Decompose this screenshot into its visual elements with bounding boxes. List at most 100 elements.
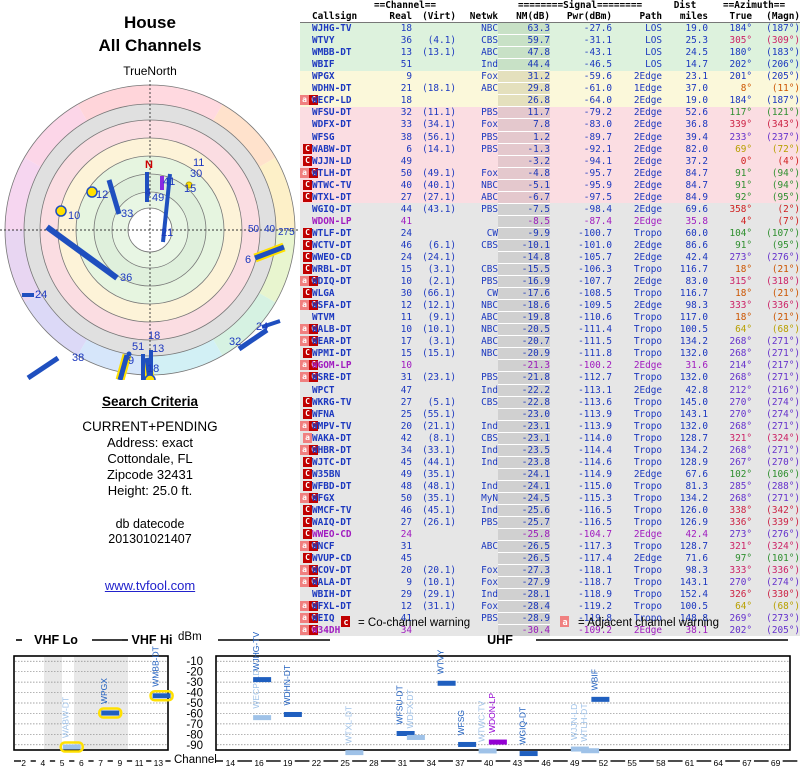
data-point-bar[interactable] <box>581 748 600 754</box>
cell-real-channel: 9 <box>378 576 412 589</box>
table-row[interactable]: C W35BN 49 (35.1) -24.1 -114.9 2Edge 67.6 102° (1… <box>300 468 800 481</box>
cell-real-channel: 25 <box>378 408 412 421</box>
cell-real-channel: 27 <box>378 516 412 529</box>
data-point-bar[interactable] <box>570 746 589 752</box>
cell-distance: 19.0 <box>662 22 709 35</box>
table-row[interactable]: aCWDIQ-DT10(2.1)PBS-16.9-107.72Edge83.03… <box>300 275 800 288</box>
table-row[interactable]: C WMCF-TV 46 (45.1) Ind -25.6 -116.5 Tropo 126.0… <box>300 504 800 517</box>
table-row[interactable]: C WPMI-DT 15 (15.1) NBC -20.9 -111.8 Tropo 132.0… <box>300 347 800 360</box>
table-row[interactable]: C WTLF-DT 24 CW -9.9 -100.7 Tropo 60.0 104° (107°… <box>300 227 800 240</box>
column-header-real[interactable]: Real <box>378 11 412 24</box>
table-row[interactable]: aCWSRE-DT31(23.1)PBS-21.8-112.7Tropo132.… <box>300 371 800 384</box>
table-row[interactable]: WMBB-DT 13 (13.1) ABC 47.8 -43.1 LOS 24.5 180° (1… <box>300 46 800 59</box>
criteria-line-3: Zipcode 32431 <box>106 467 193 482</box>
table-row[interactable]: C WRBL-DT 15 (3.1) CBS -15.5 -106.3 Tropo 116.7 1… <box>300 263 800 276</box>
data-point-bar[interactable] <box>283 711 302 717</box>
spectrum-chart-panel[interactable]: c = Co-channel warning a = Adjacent channel… <box>0 608 800 768</box>
spectrum-chart-svg[interactable]: c = Co-channel warning a = Adjacent channel… <box>0 608 800 768</box>
table-row[interactable]: a WAKA-DT 42 (8.1) CBS -23.1 -114.0 Tropo 128.7 3… <box>300 432 800 445</box>
table-row[interactable]: aCWHBR-DT34(33.1)Ind-23.5-114.4Tropo134.… <box>300 444 800 457</box>
table-row[interactable]: WGIQ-DT 44 (43.1) PBS -7.5 -98.4 2Edge 69.6 358°… <box>300 203 800 216</box>
table-row[interactable]: WDON-LP 41 -8.5 -87.4 2Edge 35.8 4° (7°) <box>300 215 800 228</box>
table-row[interactable]: C WLGA 30 (66.1) CW -17.6 -108.5 Tropo 116.7 18°(… <box>300 287 800 300</box>
tvfool-link[interactable]: www.tvfool.com <box>104 578 196 593</box>
table-row[interactable]: WBIH-DT 29 (29.1) Ind -28.1 -118.9 Tropo 152.4 3… <box>300 588 800 601</box>
table-row[interactable]: WDFX-DT 33 (34.1) Fox 7.8 -83.0 2Edge 36.8 339°(… <box>300 118 800 132</box>
table-row[interactable]: C WABW-DT 6 (14.1) PBS -1.3 -92.1 2Edge 82.0 69°(… <box>300 143 800 156</box>
table-row[interactable]: C WTXL-DT 27 (27.1) ABC -6.7 -97.5 2Edge 84.9 92°… <box>300 191 800 204</box>
table-row[interactable]: C WJJN-LD 49 -3.2 -94.1 2Edge 37.2 0° (4°) <box>300 155 800 168</box>
column-header-pwr[interactable]: Pwr(dBm) <box>550 11 613 24</box>
data-point-bar[interactable] <box>345 750 364 756</box>
column-header-magn[interactable]: (Magn) <box>752 11 800 24</box>
data-point-bar[interactable] <box>406 734 425 740</box>
data-point-bar[interactable] <box>591 696 610 702</box>
data-point-bar[interactable] <box>437 680 456 686</box>
chart-panel-uhf[interactable]: UHF 14 16 19 22 25 28 31 34 37 40 43 46 49 52 55 58 61 64 6… <box>215 632 798 768</box>
cell-virtual-channel: (9.1) <box>412 311 456 324</box>
table-row[interactable]: WTVM 11 (9.1) ABC -19.8 -110.6 Tropo 117.0 18° (2… <box>300 311 800 324</box>
table-row[interactable]: C WWEO-CD 24 (24.1) -14.8 -105.7 2Edge 42.4 273°… <box>300 251 800 264</box>
warning-cell <box>300 588 312 601</box>
column-header-netwk[interactable]: Netwk <box>456 11 499 24</box>
table-row[interactable]: aCWCOV-DT20(20.1)Fox-27.3-118.1Tropo98.3… <box>300 564 800 577</box>
table-row[interactable]: aCWEIQ41PBS-28.9-119.8Tropo148.8269°(273… <box>300 612 800 625</box>
column-header-virt[interactable]: (Virt) <box>412 11 456 24</box>
column-header-path[interactable]: Path <box>612 11 663 24</box>
data-point-bar[interactable] <box>253 677 272 683</box>
column-header-callsign[interactable]: Callsign <box>312 11 378 24</box>
warning-cell: aC <box>300 94 318 107</box>
cell-network: Fox <box>456 70 499 83</box>
data-point-bar[interactable] <box>458 741 477 747</box>
cell-azimuth-magnetic: (330°) <box>752 588 800 601</box>
polar-plot-svg[interactable]: N <box>0 80 300 380</box>
table-row[interactable]: C WAIQ-DT 27 (26.1) PBS -25.7 -116.5 Tropo 126.9… <box>300 516 800 529</box>
data-point-bar[interactable] <box>62 744 81 750</box>
cell-real-channel: 21 <box>378 82 412 95</box>
data-point-bar[interactable] <box>152 693 171 699</box>
table-row[interactable]: aCWALA-DT9(10.1)Fox-27.9-118.7Tropo143.1… <box>300 576 800 589</box>
table-row[interactable]: aCWNCF31 ABC-26.5-117.3Tropo128.7321°(324… <box>300 540 800 553</box>
column-header-nm[interactable]: NM(dB) <box>498 11 551 24</box>
table-row[interactable]: aCWFGX50(35.1)MyN-24.5-115.3Tropo134.226… <box>300 492 800 505</box>
table-row[interactable]: C WJTC-DT 45 (44.1) Ind -23.8 -114.6 Tropo 128.9… <box>300 456 800 469</box>
table-row[interactable]: WTVY 36 (4.1) CBS 59.7 -31.1 LOS 25.3 305° (309°) <box>300 34 800 47</box>
table-row[interactable]: C WCTV-DT 46 (6.1) CBS -10.1 -101.0 2Edge 86.6 91… <box>300 239 800 252</box>
table-row[interactable]: aCWMPV-TV20(21.1)Ind-23.1-113.9Tropo132.… <box>300 420 800 433</box>
data-point-bar[interactable] <box>101 710 120 716</box>
table-row[interactable]: WPGX 9 Fox 31.2 -59.6 2Edge 23.1 201° (205°) <box>300 70 800 83</box>
table-row[interactable]: aCWSFA-DT12(12.1)NBC-18.6-109.52Edge98.3… <box>300 299 800 312</box>
polar-plot[interactable]: N 11 30 15 41 49 4 12 33 10 21 6 36 24 18 51 13 9 18 32 24 3… <box>0 80 300 380</box>
data-point-bar[interactable] <box>519 751 538 757</box>
data-point-bar[interactable] <box>253 715 272 721</box>
table-row[interactable]: aCWTLH-DT50(49.1)Fox-4.8-95.72Edge84.791… <box>300 167 800 180</box>
table-row[interactable]: WBIF 51 Ind 44.4 -46.5 LOS 14.7 202° (206°) <box>300 58 800 71</box>
chart-panel-vhf[interactable]: VHF Lo VHF Hi 2 4 5 6 7 9 11 13 WABW-DT WPGX WMBB-DT <box>0 633 174 768</box>
data-point-bar[interactable] <box>396 730 415 736</box>
table-row[interactable]: WFSG 38 (56.1) PBS 1.2 -89.7 2Edge 39.4 233° (237… <box>300 131 800 144</box>
table-row[interactable]: C WVUP-CD 45 -26.5 -117.4 2Edge 71.6 97° (101°) <box>300 552 800 565</box>
table-row[interactable]: C WKRG-TV 27 (5.1) CBS -22.8 -113.6 Tropo 145.0 2… <box>300 396 800 409</box>
column-header-true[interactable]: True <box>708 11 753 24</box>
table-row[interactable]: WDHN-DT 21 (18.1) ABC 29.8 -61.0 1Edge 37.0 8° (1… <box>300 82 800 95</box>
table-row[interactable]: C WFNA 25 (55.1) -23.0 -113.9 Tropo 143.1 270° (2… <box>300 408 800 421</box>
data-point-bar[interactable] <box>488 739 507 745</box>
cell-noise-margin: -26.5 <box>498 540 551 553</box>
cell-virtual-channel: (27.1) <box>412 191 456 204</box>
column-header-dist[interactable]: miles <box>662 11 709 24</box>
data-point-bar[interactable] <box>478 748 497 754</box>
table-row[interactable]: WFSU-DT 32 (11.1) PBS 11.7 -79.2 2Edge 52.6 117°… <box>300 106 800 119</box>
cell-power: -104.7 <box>550 528 613 541</box>
table-row[interactable]: aCWEAR-DT17(3.1)ABC-20.7-111.5Tropo134.2… <box>300 335 800 348</box>
table-row[interactable]: C WTWC-TV 40 (40.1) NBC -5.1 -95.9 2Edge 84.7 91°… <box>300 179 800 192</box>
adjacent-channel-warning-icon: a <box>300 613 309 624</box>
table-row[interactable]: C WWEO-CD 24 -25.8 -104.7 2Edge 42.4 273° (276°) <box>300 528 800 541</box>
table-row[interactable]: WJHG-TV 18 NBC 63.3 -27.6 LOS 19.0 184° (187°) <box>300 22 800 35</box>
table-row[interactable]: aCWALB-DT10(10.1)NBC-20.5-111.4Tropo100.… <box>300 323 800 336</box>
table-row[interactable]: WPCT 47 Ind -22.2 -113.1 2Edge 42.8 212° (216°) <box>300 384 800 397</box>
table-row[interactable]: C WFBD-DT 48 (48.1) Ind -24.1 -115.0 Tropo 81.3 2… <box>300 480 800 493</box>
table-row[interactable]: aCWFXL-DT12(31.1)Fox-28.4-119.2Tropo100.… <box>300 600 800 613</box>
